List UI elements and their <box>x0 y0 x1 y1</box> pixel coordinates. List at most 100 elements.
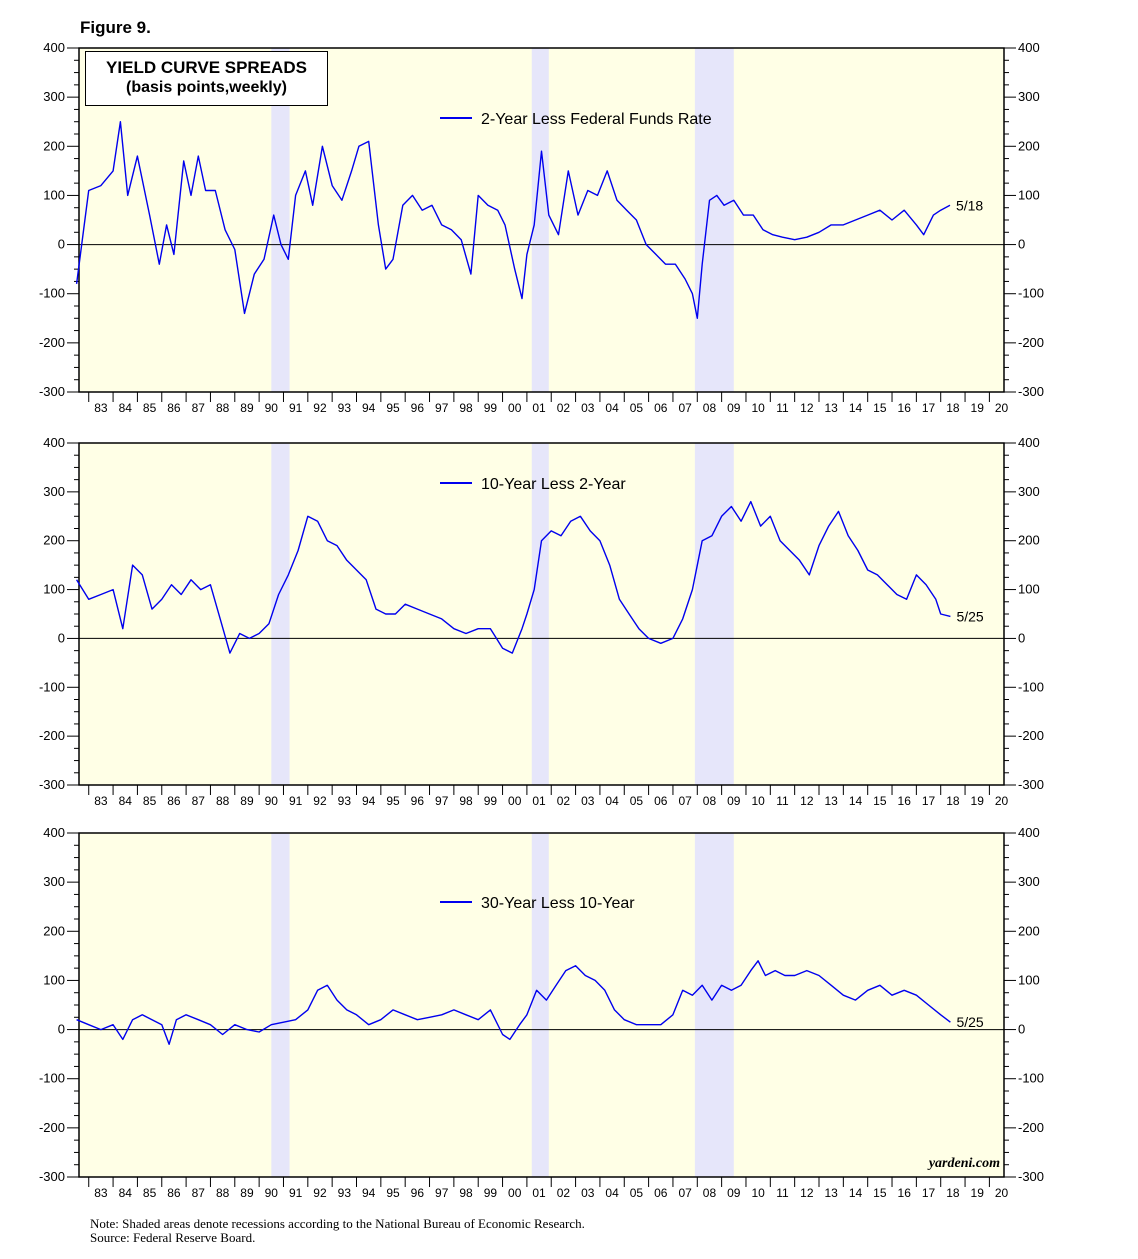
y-tick-label-right: -300 <box>1018 384 1044 399</box>
y-tick-label-left: 300 <box>43 484 65 499</box>
y-tick-label-right: 0 <box>1018 1022 1025 1037</box>
recession-band <box>694 48 734 392</box>
x-tick-label: 92 <box>313 401 327 415</box>
y-tick-label-left: 400 <box>43 825 65 840</box>
y-tick-label-right: 200 <box>1018 533 1040 548</box>
x-tick-label: 11 <box>776 1186 789 1200</box>
x-tick-label: 97 <box>435 794 449 808</box>
x-tick-label: 83 <box>94 401 108 415</box>
x-tick-label: 09 <box>727 401 741 415</box>
x-tick-label: 86 <box>167 401 181 415</box>
x-tick-label: 20 <box>995 794 1009 808</box>
x-tick-label: 88 <box>216 1186 230 1200</box>
x-tick-label: 13 <box>824 401 838 415</box>
x-tick-label: 03 <box>581 401 595 415</box>
y-tick-label-left: 0 <box>58 1022 65 1037</box>
y-tick-label-right: 100 <box>1018 972 1040 987</box>
series-line <box>76 960 951 1046</box>
y-tick-label-left: 100 <box>43 582 65 597</box>
x-tick-label: 12 <box>800 1186 814 1200</box>
plot-frame <box>78 832 1005 1178</box>
y-tick-label-left: 100 <box>43 972 65 987</box>
x-tick-label: 87 <box>192 401 206 415</box>
y-tick-label-right: -100 <box>1018 1071 1044 1086</box>
y-tick-label-left: -100 <box>39 286 65 301</box>
x-tick-label: 06 <box>654 401 668 415</box>
x-tick-label: 00 <box>508 1186 522 1200</box>
end-label: 5/18 <box>956 197 983 213</box>
end-label: 5/25 <box>956 1014 983 1030</box>
y-tick-label-left: -300 <box>39 1169 65 1184</box>
credit-text: yardeni.com <box>928 1156 1000 1171</box>
x-tick-label: 13 <box>824 794 838 808</box>
y-tick-label-left: -100 <box>39 1071 65 1086</box>
x-tick-label: 89 <box>240 401 254 415</box>
x-tick-label: 87 <box>192 1186 206 1200</box>
x-tick-label: 87 <box>192 794 206 808</box>
recession-band <box>694 443 734 785</box>
y-tick-label-left: 400 <box>43 435 65 450</box>
y-tick-label-right: 300 <box>1018 484 1040 499</box>
recession-band <box>271 48 290 392</box>
x-tick-label: 95 <box>386 1186 400 1200</box>
x-tick-label: 00 <box>508 401 522 415</box>
x-tick-label: 02 <box>557 794 571 808</box>
x-tick-label: 15 <box>873 794 887 808</box>
x-tick-label: 88 <box>216 794 230 808</box>
x-tick-label: 19 <box>971 794 985 808</box>
x-tick-label: 93 <box>338 1186 352 1200</box>
y-tick-label-right: 100 <box>1018 187 1040 202</box>
x-tick-label: 94 <box>362 401 376 415</box>
x-tick-label: 12 <box>800 401 814 415</box>
x-tick-label: 07 <box>678 794 692 808</box>
x-tick-label: 96 <box>411 1186 425 1200</box>
x-tick-label: 01 <box>532 401 546 415</box>
end-label: 5/25 <box>956 608 983 624</box>
x-tick-label: 18 <box>946 794 960 808</box>
x-tick-label: 85 <box>143 794 157 808</box>
x-tick-label: 03 <box>581 1186 595 1200</box>
x-tick-label: 10 <box>751 794 765 808</box>
y-tick-label-right: -200 <box>1018 728 1044 743</box>
y-tick-label-right: 400 <box>1018 825 1040 840</box>
x-tick-label: 86 <box>167 1186 181 1200</box>
x-tick-label: 04 <box>605 794 619 808</box>
recession-band <box>271 833 290 1177</box>
x-tick-label: 10 <box>751 1186 765 1200</box>
x-tick-label: 04 <box>605 1186 619 1200</box>
x-tick-label: 83 <box>94 794 108 808</box>
x-tick-label: 08 <box>703 794 717 808</box>
y-tick-label-left: 400 <box>43 40 65 55</box>
legend-label: 30-Year Less 10-Year <box>481 895 635 912</box>
x-tick-label: 84 <box>119 401 133 415</box>
x-tick-label: 17 <box>922 794 936 808</box>
x-tick-label: 91 <box>289 1186 303 1200</box>
x-tick-label: 11 <box>776 401 789 415</box>
x-tick-label: 99 <box>484 1186 498 1200</box>
y-tick-label-left: 200 <box>43 138 65 153</box>
y-tick-label-left: 100 <box>43 187 65 202</box>
chart-title: YIELD CURVE SPREADS <box>106 58 307 77</box>
x-tick-label: 15 <box>873 1186 887 1200</box>
y-tick-label-right: 400 <box>1018 40 1040 55</box>
y-tick-label-right: 300 <box>1018 874 1040 889</box>
x-tick-label: 98 <box>459 794 473 808</box>
y-tick-label-right: 200 <box>1018 138 1040 153</box>
x-tick-label: 04 <box>605 401 619 415</box>
x-tick-label: 12 <box>800 794 814 808</box>
x-tick-label: 99 <box>484 794 498 808</box>
y-tick-label-right: -100 <box>1018 286 1044 301</box>
x-tick-label: 94 <box>362 794 376 808</box>
x-tick-label: 00 <box>508 794 522 808</box>
y-tick-label-right: 200 <box>1018 923 1040 938</box>
x-tick-label: 20 <box>995 1186 1009 1200</box>
x-tick-label: 90 <box>265 1186 279 1200</box>
x-tick-label: 01 <box>532 794 546 808</box>
x-tick-label: 90 <box>265 794 279 808</box>
y-tick-label-left: -300 <box>39 777 65 792</box>
x-tick-label: 86 <box>167 794 181 808</box>
y-tick-label-left: -300 <box>39 384 65 399</box>
series-line <box>76 500 951 654</box>
x-tick-label: 85 <box>143 401 157 415</box>
